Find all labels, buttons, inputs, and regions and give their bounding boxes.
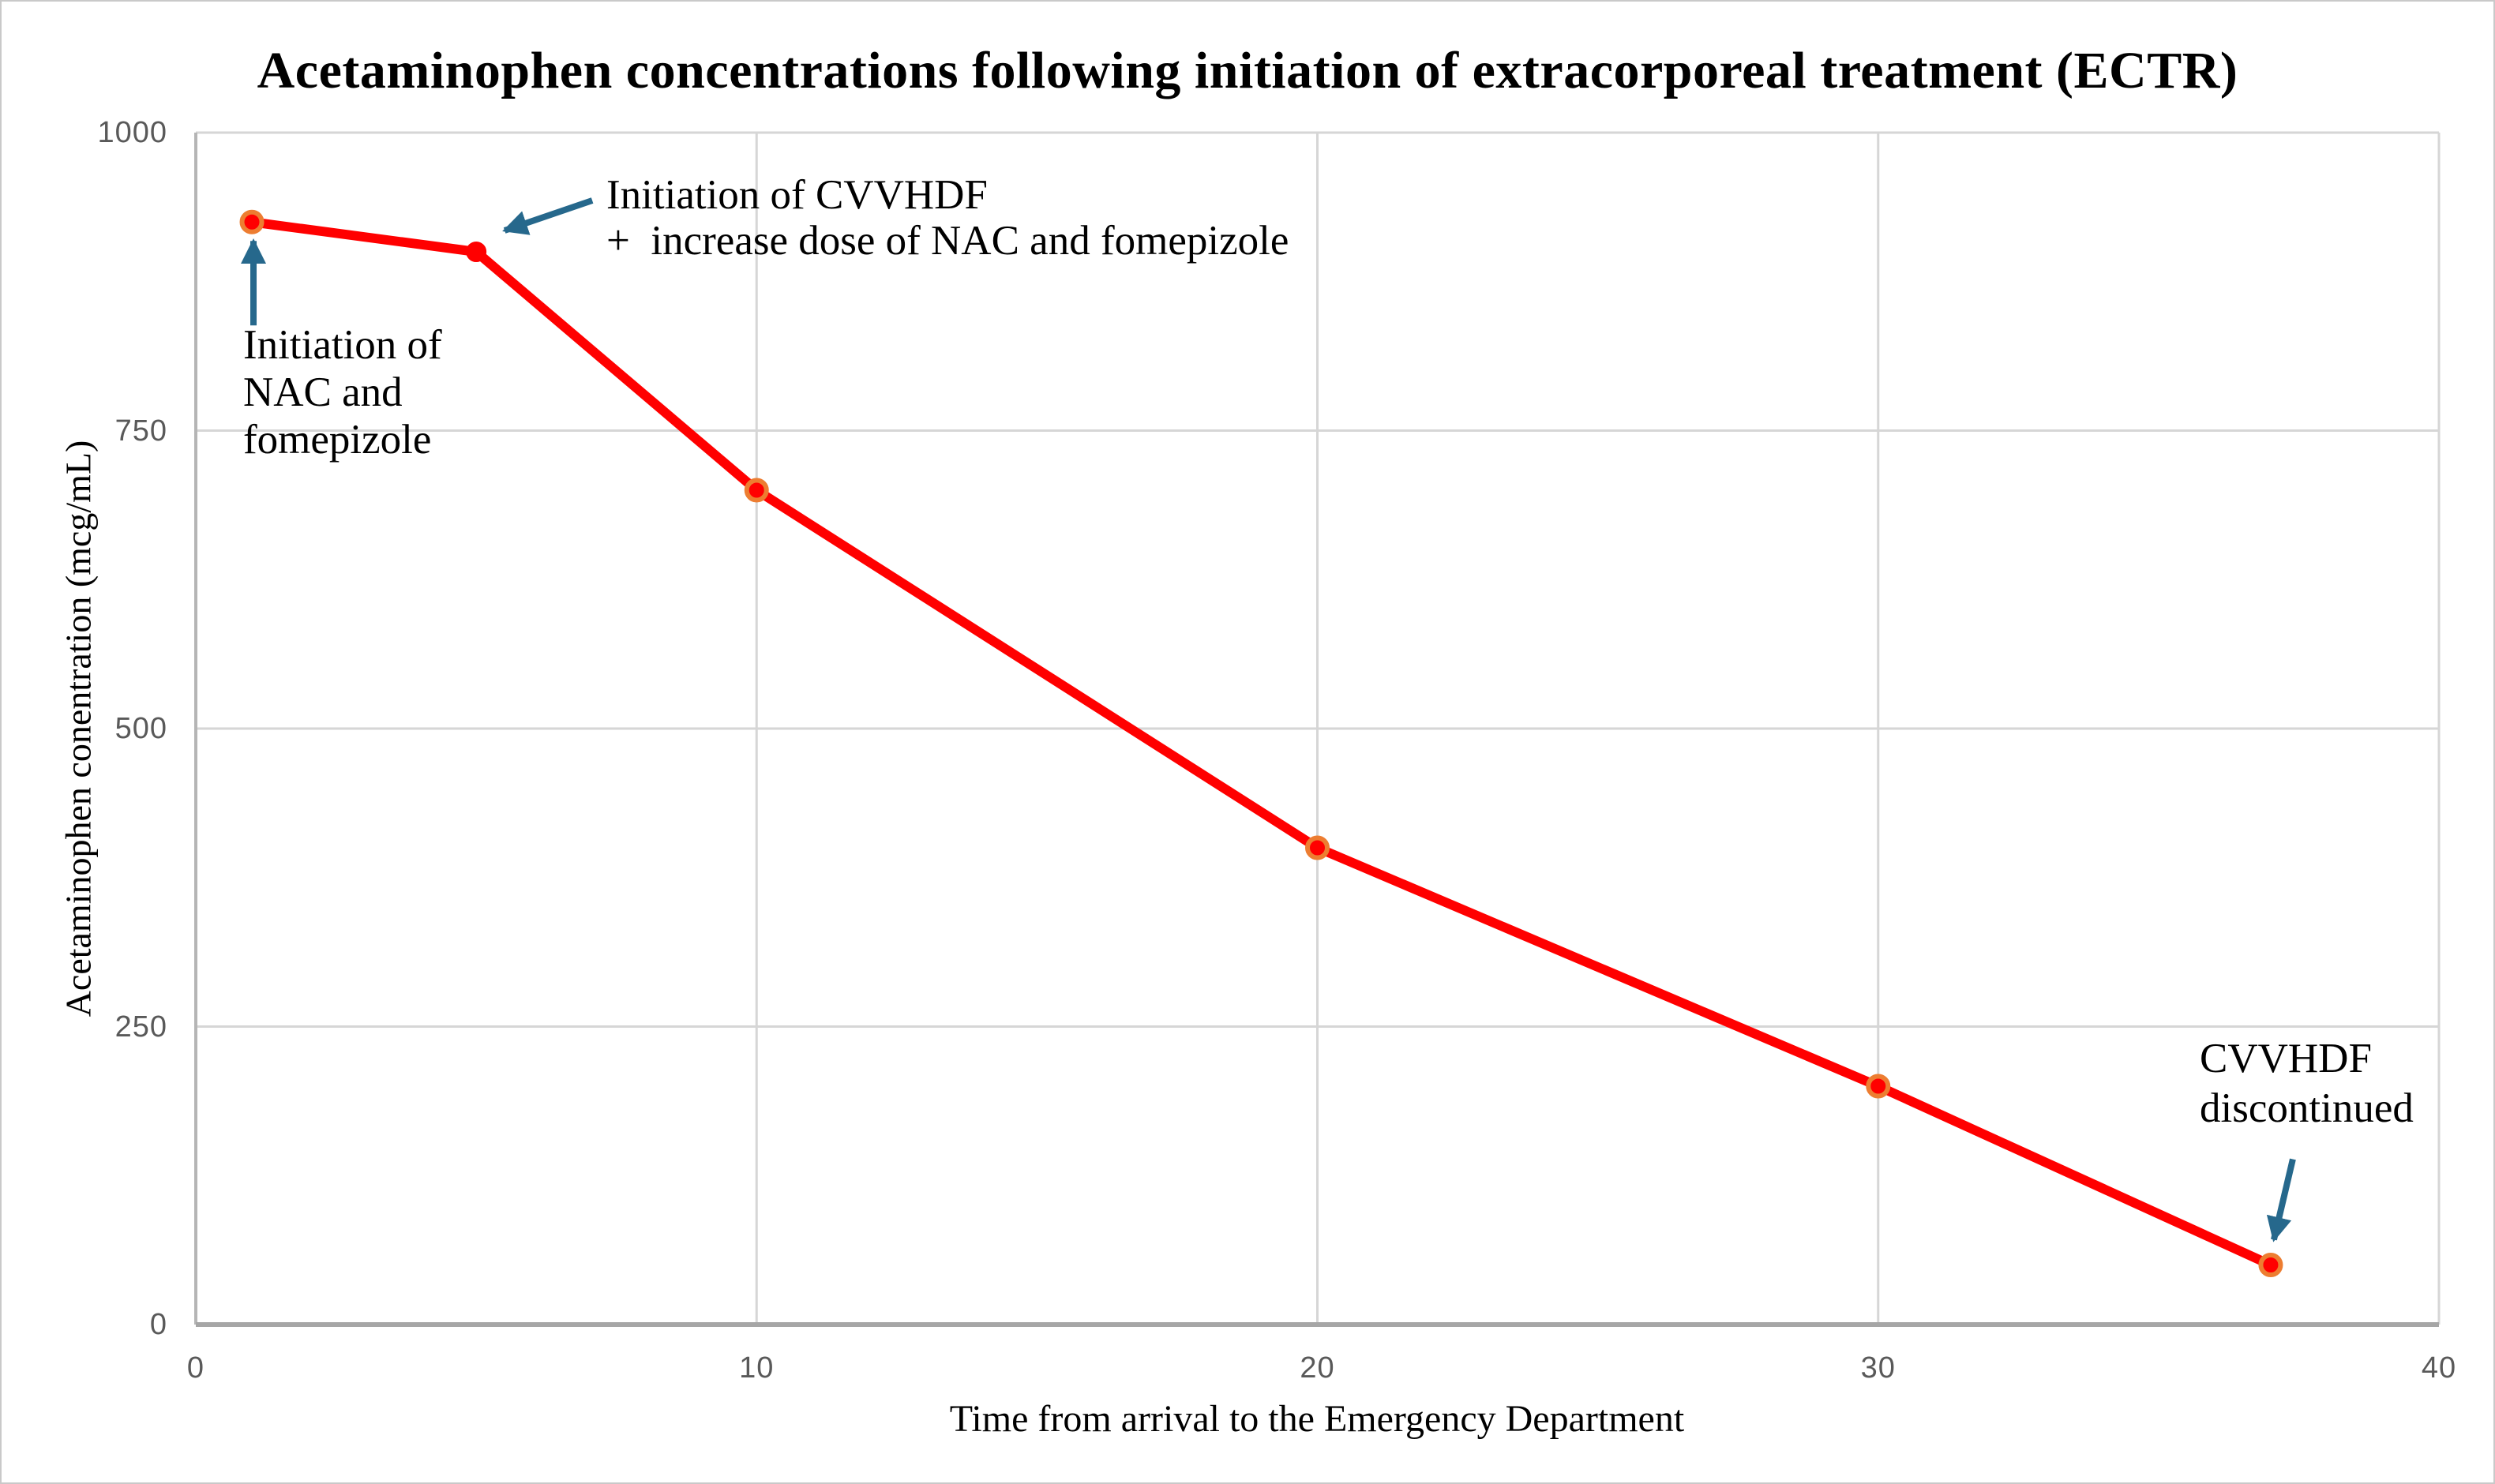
data-point-4 — [1866, 1074, 1891, 1099]
data-point-2 — [744, 478, 769, 503]
x-tick-label-40: 40 — [2421, 1351, 2457, 1385]
data-point-1 — [466, 242, 487, 262]
annotation-line: Initiation of — [243, 322, 442, 368]
annotation-arrow-cvvhdf-stop — [2266, 1158, 2296, 1242]
y-tick-label-750: 750 — [114, 414, 167, 448]
y-tick-label-250: 250 — [114, 1010, 167, 1044]
chart-title: Acetaminophen concentrations following i… — [257, 42, 2238, 99]
annotation-line: Initiation of CVVHDF — [606, 172, 988, 218]
annotation-cvvhdf-start: Initiation of CVVHDF + increase dose of N… — [606, 172, 1289, 264]
x-tick-label-20: 20 — [1300, 1351, 1335, 1385]
annotation-line: NAC and — [243, 369, 403, 415]
y-tick-label-500: 500 — [114, 712, 167, 745]
annotation-line: CVVHDF — [2200, 1036, 2372, 1081]
annotation-line: discontinued — [2200, 1085, 2414, 1131]
x-axis-title: Time from arrival to the Emergency Depar… — [949, 1398, 1685, 1440]
annotation-line: + increase dose of NAC and fomepizole — [606, 218, 1289, 264]
annotation-arrow-cvvhdf-start — [502, 197, 594, 235]
data-line — [247, 217, 2276, 1270]
x-tick-label-10: 10 — [739, 1351, 775, 1385]
y-tick-label-1000: 1000 — [97, 116, 167, 149]
data-point-0 — [239, 209, 265, 234]
y-tick-label-0: 0 — [149, 1308, 167, 1341]
x-tick-label-0: 0 — [186, 1351, 205, 1385]
annotation-cvvhdf-stop: CVVHDF discontinued — [2200, 1034, 2414, 1134]
data-point-3 — [1305, 835, 1330, 860]
annotation-nac-start: Initiation of NAC and fomepizole — [243, 321, 442, 463]
x-tick-label-30: 30 — [1860, 1351, 1896, 1385]
data-point-5 — [2258, 1253, 2283, 1277]
annotation-line: fomepizole — [243, 417, 432, 463]
